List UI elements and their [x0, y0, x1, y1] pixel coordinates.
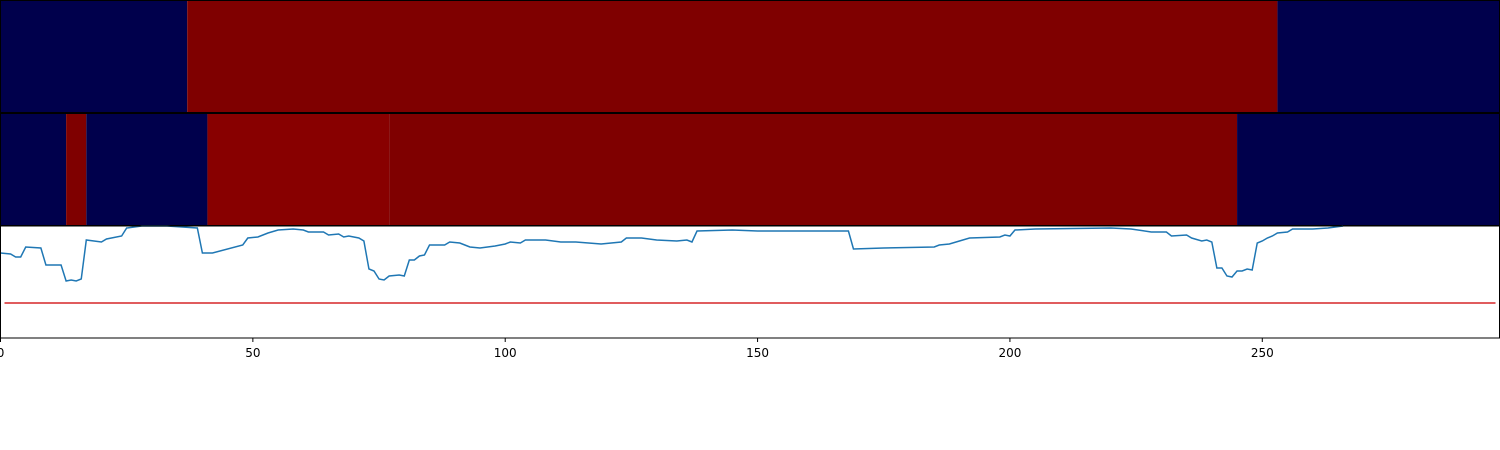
line-frame — [0, 225, 1500, 339]
x-tick-label: 200 — [998, 346, 1021, 360]
strip-segment — [207, 113, 390, 226]
strip-segment — [0, 0, 188, 113]
x-tick-label: 0 — [0, 346, 4, 360]
strip-segment — [1277, 0, 1500, 113]
x-tick-label: 50 — [245, 346, 260, 360]
strip-segment — [1237, 113, 1500, 226]
strip-segment — [66, 113, 87, 226]
x-tick-label: 100 — [494, 346, 517, 360]
x-tick-label: 250 — [1251, 346, 1274, 360]
data-line — [0, 225, 1344, 282]
strip-segment — [86, 113, 208, 226]
x-tick-label: 150 — [746, 346, 769, 360]
strip-segment — [389, 113, 1238, 226]
strip-segment — [187, 0, 1278, 113]
strip-segment — [0, 113, 67, 226]
